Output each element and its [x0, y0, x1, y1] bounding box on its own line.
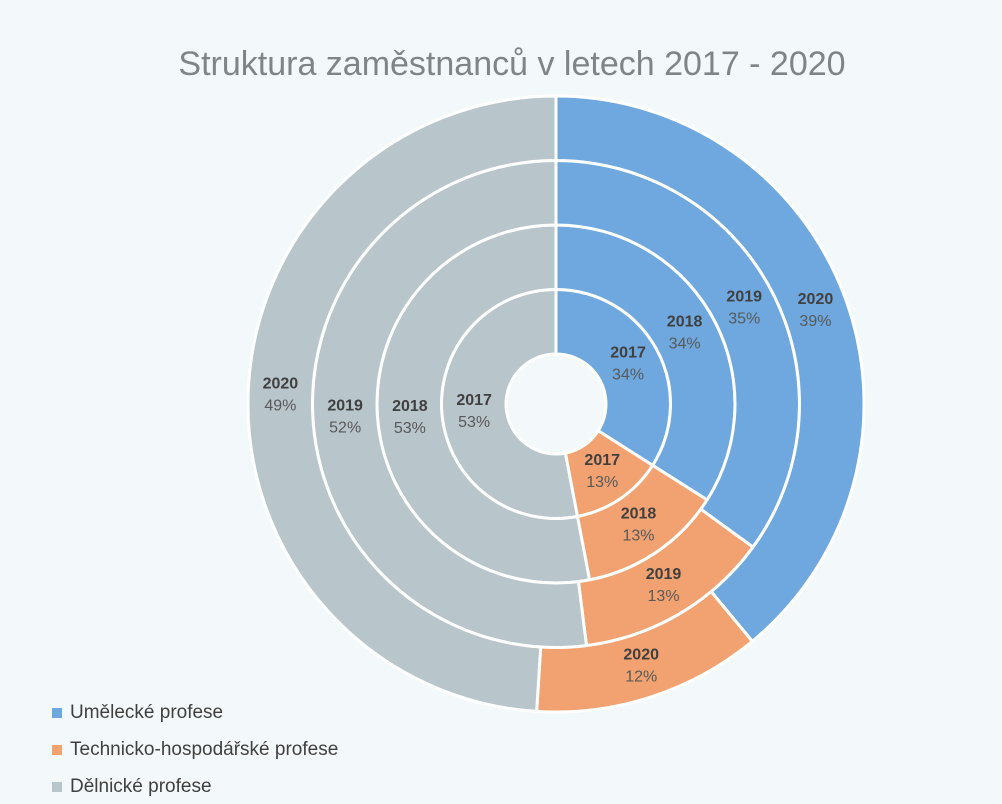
segment-year-label: 2017	[584, 452, 620, 469]
segment-year-label: 2020	[798, 291, 834, 308]
legend-swatch	[52, 782, 62, 792]
legend-swatch	[52, 708, 62, 718]
segment-value-label: 34%	[612, 367, 644, 384]
segment-value-label: 13%	[648, 588, 680, 605]
segment-value-label: 34%	[669, 336, 701, 353]
segment-year-label: 2018	[621, 506, 657, 523]
segment-year-label: 2018	[667, 314, 703, 331]
segment-year-label: 2019	[726, 288, 762, 305]
segment-year-label: 2020	[623, 646, 659, 663]
segment-value-label: 13%	[586, 474, 618, 491]
segment-value-label: 53%	[458, 414, 490, 431]
legend-label: Technicko-hospodářské profese	[70, 739, 338, 760]
segment-year-label: 2018	[392, 398, 428, 415]
segment-year-label: 2019	[646, 566, 682, 583]
segment-year-label: 2017	[456, 392, 492, 409]
segment-value-label: 39%	[799, 313, 831, 330]
chart-title: Struktura zaměstnanců v letech 2017 - 20…	[178, 45, 845, 83]
legend-label: Umělecké profese	[70, 702, 223, 723]
segment-year-label: 2017	[610, 345, 646, 362]
segment-year-label: 2019	[327, 397, 363, 414]
segment-value-label: 12%	[625, 668, 657, 685]
legend-swatch	[52, 745, 62, 755]
segment-value-label: 53%	[394, 420, 426, 437]
ring-segment	[246, 94, 558, 713]
ring-segment	[554, 94, 866, 644]
segment-value-label: 52%	[329, 419, 361, 436]
segment-value-label: 13%	[622, 528, 654, 545]
legend-label: Dělnické profese	[70, 776, 212, 797]
segment-year-label: 2020	[263, 376, 299, 393]
segment-value-label: 49%	[264, 398, 296, 415]
segment-value-label: 35%	[728, 310, 760, 327]
